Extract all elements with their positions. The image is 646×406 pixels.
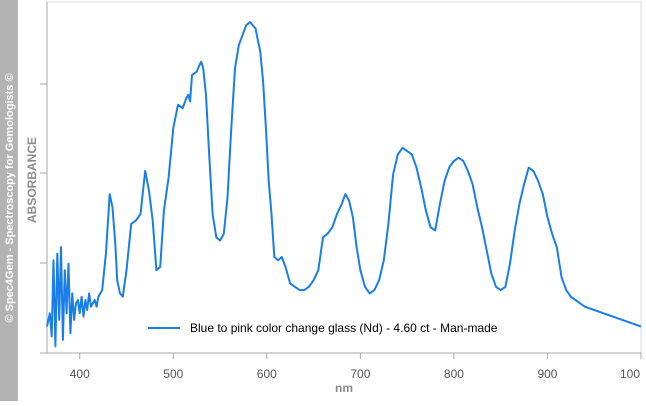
x-tick-label: 400 bbox=[70, 367, 90, 381]
x-axis-ticks: 400 500 600 700 800 900 100 bbox=[70, 353, 642, 381]
y-axis-title: ABSORBANCE bbox=[25, 137, 39, 223]
x-tick-label: 600 bbox=[257, 367, 277, 381]
x-tick-label: 700 bbox=[350, 367, 370, 381]
watermark-text: © Spec4Gem - Spectroscopy for Gemologist… bbox=[4, 73, 16, 322]
x-tick-label: 900 bbox=[537, 367, 557, 381]
x-tick-label: 100 bbox=[620, 367, 640, 381]
x-axis-title: nm bbox=[335, 381, 353, 395]
x-tick-label: 500 bbox=[163, 367, 183, 381]
watermark-band bbox=[0, 0, 18, 401]
legend: Blue to pink color change glass (Nd) - 4… bbox=[148, 321, 498, 335]
series-line bbox=[46, 21, 642, 348]
x-tick-label: 800 bbox=[444, 367, 464, 381]
legend-label: Blue to pink color change glass (Nd) - 4… bbox=[190, 321, 498, 335]
plot-frame bbox=[46, 1, 642, 354]
